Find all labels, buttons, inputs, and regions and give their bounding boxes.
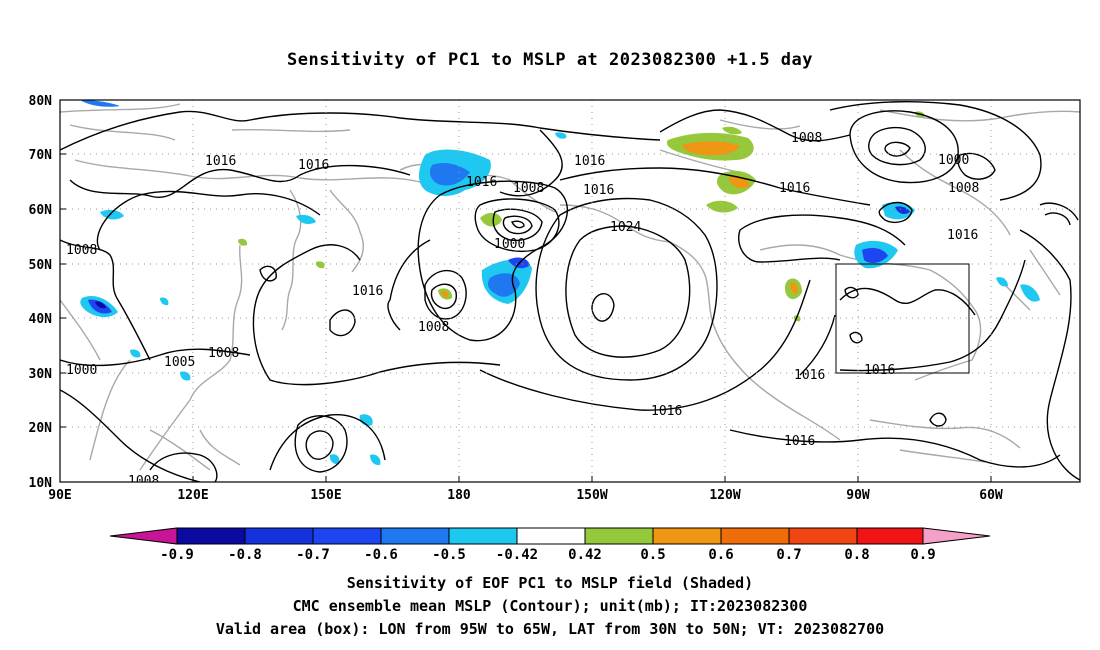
colorbar-label: 0.9	[910, 547, 935, 563]
colorbar-label: -0.6	[364, 547, 398, 563]
colorbar	[109, 527, 991, 545]
colorbar-label: -0.7	[296, 547, 330, 563]
contour-label: 1016	[651, 404, 682, 419]
contour-label: 1016	[784, 434, 815, 449]
contour-label: 1016	[947, 228, 978, 243]
axis-ticks	[59, 99, 992, 483]
lat-label: 10N	[29, 476, 53, 491]
lat-label: 60N	[29, 203, 53, 218]
lon-label: 120E	[177, 488, 208, 503]
graticule	[60, 100, 1080, 482]
colorbar-max-triangle	[922, 527, 991, 545]
contour-label: 1016	[466, 175, 497, 190]
contour-label: 1008	[791, 131, 822, 146]
contour-label: 1008	[948, 181, 979, 196]
contour-label: 1016	[298, 158, 329, 173]
colorbar-swatch	[584, 527, 654, 545]
latitude-labels: 80N 70N 60N 50N 40N 30N 20N 10N	[29, 94, 53, 491]
colorbar-label: -0.5	[432, 547, 466, 563]
longitude-labels: 90E 120E 150E 180 150W 120W 90W 60W	[48, 488, 1003, 503]
colorbar-swatch	[652, 527, 722, 545]
contour-label: 1005	[164, 355, 195, 370]
colorbar-min-triangle	[109, 527, 178, 545]
lon-label: 120W	[709, 488, 740, 503]
colorbar-swatch	[788, 527, 858, 545]
contour-label: 1008	[66, 243, 97, 258]
contour-label: 1016	[574, 154, 605, 169]
contour-label: 1000	[938, 153, 969, 168]
colorbar-swatch	[516, 527, 586, 545]
caption-contour: CMC ensemble mean MSLP (Contour); unit(m…	[292, 597, 808, 615]
colorbar-label: -0.42	[496, 547, 538, 563]
lat-label: 40N	[29, 312, 53, 327]
contour-label: 1016	[205, 154, 236, 169]
contour-label: 1000	[66, 363, 97, 378]
contour-label: 1016	[583, 183, 614, 198]
caption-shading: Sensitivity of EOF PC1 to MSLP field (Sh…	[346, 574, 754, 592]
contour-label: 1016	[864, 363, 895, 378]
colorbar-swatch	[720, 527, 790, 545]
valid-area-box	[835, 263, 970, 374]
contour-label: 1000	[494, 237, 525, 252]
contour-label: 1016	[779, 181, 810, 196]
colorbar-swatch	[856, 527, 924, 545]
contour-label: 1016	[352, 284, 383, 299]
colorbar-label: -0.9	[160, 547, 194, 563]
caption-valid-area: Valid area (box): LON from 95W to 65W, L…	[215, 620, 885, 638]
chart-title: Sensitivity of PC1 to MSLP at 2023082300…	[286, 50, 813, 70]
contour-label: 1008	[128, 474, 159, 489]
colorbar-label: 0.8	[844, 547, 869, 563]
colorbar-label: -0.8	[228, 547, 262, 563]
coastlines	[60, 103, 1080, 471]
contour-label: 1008	[513, 181, 544, 196]
lon-label: 90E	[48, 488, 71, 503]
lat-label: 20N	[29, 421, 53, 436]
mslp-contours	[60, 101, 1080, 482]
colorbar-label: 0.42	[568, 547, 602, 563]
lon-label: 150W	[576, 488, 607, 503]
colorbar-label: 0.5	[640, 547, 665, 563]
colorbar-swatch	[244, 527, 314, 545]
colorbar-swatch	[312, 527, 382, 545]
lon-label: 90W	[846, 488, 870, 503]
contour-label: 1016	[794, 368, 825, 383]
lat-label: 80N	[29, 94, 53, 109]
colorbar-labels: -0.9 -0.8 -0.7 -0.6 -0.5 -0.42 0.42 0.5 …	[160, 547, 936, 563]
contour-label: 1008	[418, 320, 449, 335]
lat-label: 50N	[29, 258, 53, 273]
lat-label: 70N	[29, 148, 53, 163]
map-frame	[59, 99, 1081, 483]
colorbar-label: 0.6	[708, 547, 733, 563]
contour-label: 1024	[610, 220, 641, 235]
lat-label: 30N	[29, 367, 53, 382]
lon-label: 150E	[310, 488, 341, 503]
contour-labels: 1016 1016 1016 1008 1016 1016 1008 1016 …	[66, 131, 979, 489]
colorbar-swatch	[176, 527, 246, 545]
lon-label: 180	[447, 488, 471, 503]
colorbar-label: 0.7	[776, 547, 801, 563]
lon-label: 60W	[979, 488, 1003, 503]
colorbar-swatch	[380, 527, 450, 545]
contour-label: 1008	[208, 346, 239, 361]
colorbar-swatch	[448, 527, 518, 545]
